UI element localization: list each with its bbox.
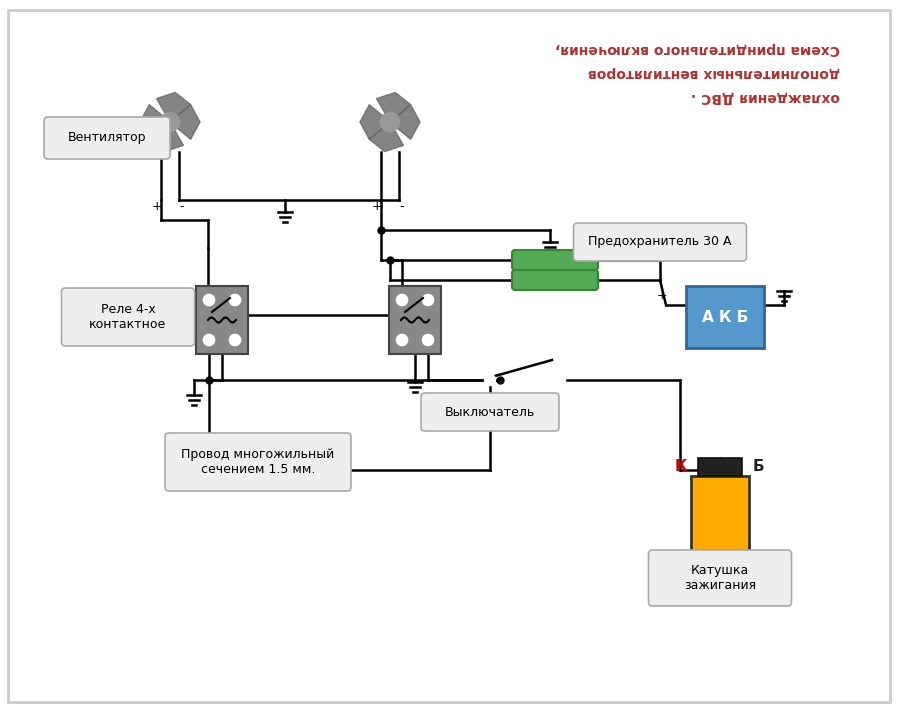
Text: Предохранитель 30 А: Предохранитель 30 А — [589, 236, 732, 248]
Circle shape — [230, 334, 240, 346]
Text: К: К — [674, 459, 687, 474]
Circle shape — [160, 112, 180, 131]
Text: дополнительных вентиляторов: дополнительных вентиляторов — [588, 66, 840, 80]
Text: Выключатель: Выключатель — [445, 405, 536, 418]
Text: +: + — [657, 289, 667, 302]
FancyBboxPatch shape — [61, 288, 194, 346]
Text: +: + — [152, 200, 162, 213]
Circle shape — [203, 295, 214, 305]
Text: Вентилятор: Вентилятор — [68, 131, 146, 145]
Text: Б: Б — [753, 459, 765, 474]
Circle shape — [203, 334, 214, 346]
FancyBboxPatch shape — [389, 286, 441, 354]
FancyBboxPatch shape — [8, 10, 890, 702]
FancyBboxPatch shape — [512, 270, 598, 290]
Text: Схема приндительного включения,: Схема приндительного включения, — [555, 42, 840, 56]
Circle shape — [555, 375, 565, 385]
FancyBboxPatch shape — [698, 458, 742, 476]
Polygon shape — [149, 122, 184, 151]
FancyBboxPatch shape — [512, 250, 598, 270]
Text: Провод многожильный
сечением 1.5 мм.: Провод многожильный сечением 1.5 мм. — [182, 448, 335, 476]
Circle shape — [397, 295, 408, 305]
Polygon shape — [170, 104, 200, 139]
Text: -: - — [400, 200, 404, 213]
Text: +: + — [372, 200, 382, 213]
Text: -: - — [180, 200, 184, 213]
FancyBboxPatch shape — [573, 223, 746, 261]
Circle shape — [381, 112, 400, 131]
FancyBboxPatch shape — [421, 393, 559, 431]
Text: Катушка
зажигания: Катушка зажигания — [684, 564, 756, 592]
Polygon shape — [390, 104, 420, 139]
Circle shape — [397, 334, 408, 346]
Text: А К Б: А К Б — [702, 310, 748, 324]
Circle shape — [422, 295, 434, 305]
Text: Реле 4-х
контактное: Реле 4-х контактное — [89, 303, 166, 331]
FancyBboxPatch shape — [649, 550, 791, 606]
Polygon shape — [360, 104, 390, 139]
Circle shape — [422, 334, 434, 346]
Circle shape — [485, 375, 495, 385]
FancyBboxPatch shape — [165, 433, 351, 491]
Circle shape — [230, 295, 240, 305]
Polygon shape — [140, 104, 170, 139]
Text: охлаждения ДВС .: охлаждения ДВС . — [691, 90, 840, 104]
Polygon shape — [157, 92, 191, 122]
Text: -: - — [786, 289, 790, 302]
FancyBboxPatch shape — [686, 286, 764, 348]
FancyBboxPatch shape — [691, 476, 749, 554]
FancyBboxPatch shape — [44, 117, 170, 159]
Polygon shape — [376, 92, 410, 122]
Polygon shape — [369, 122, 403, 151]
FancyBboxPatch shape — [196, 286, 248, 354]
